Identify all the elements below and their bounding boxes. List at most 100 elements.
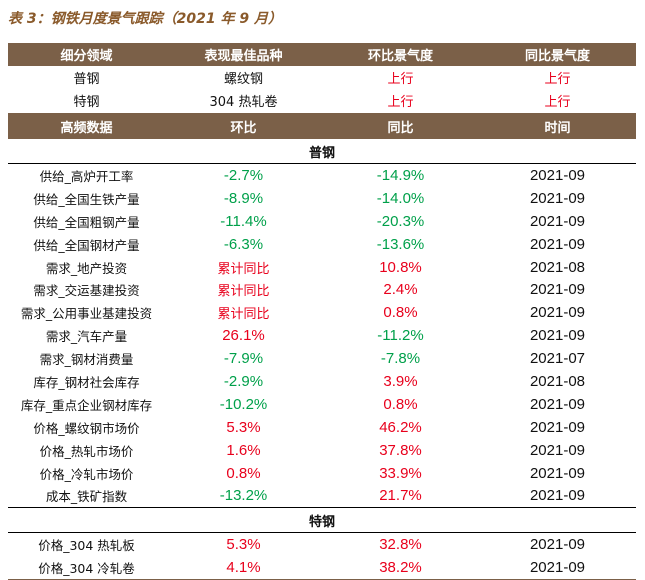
- mom-value-cell: 累计同比: [217, 284, 270, 300]
- column-header: 同比景气度: [479, 43, 636, 66]
- column-header: 高频数据: [8, 113, 165, 139]
- yoy-value-cell: 10.8%: [379, 258, 422, 276]
- mom-value-cell: 4.1%: [165, 556, 322, 580]
- indicator-cell: 需求_交运基建投资: [33, 283, 140, 299]
- indicator-cell: 库存_重点企业钢材库存: [20, 397, 153, 413]
- table-row: 需求_钢材消费量 -7.9% -7.8% 2021-07: [8, 347, 636, 370]
- date-cell: 2021-09: [529, 304, 586, 322]
- table-row: 价格_304 热轧板 5.3% 32.8% 2021-09: [8, 533, 636, 556]
- date-cell: 2021-09: [529, 487, 586, 505]
- yoy-value-cell: 37.8%: [379, 441, 422, 459]
- indicator-cell: 库存_钢材社会库存: [33, 374, 140, 390]
- table-row: 库存_重点企业钢材库存 -10.2% 0.8% 2021-09: [8, 393, 636, 416]
- yoy-value-cell: 0.8%: [383, 304, 418, 322]
- mom-value-cell: -8.9%: [223, 189, 264, 207]
- yoy-value-cell: 46.2%: [379, 418, 422, 436]
- table-row: 需求_交运基建投资 累计同比 2.4% 2021-09: [8, 278, 636, 301]
- table-row: 需求_汽车产量 26.1% -11.2% 2021-09: [8, 324, 636, 347]
- indicator-cell: 供给_全国粗钢产量: [33, 214, 140, 230]
- mom-value-cell: 0.8%: [226, 464, 261, 482]
- table-row: 价格_螺纹钢市场价 5.3% 46.2% 2021-09: [8, 416, 636, 439]
- indicator-cell: 需求_公用事业基建投资: [20, 306, 153, 322]
- yoy-value-cell: -14.9%: [376, 166, 425, 184]
- yoy-value-cell: -11.2%: [377, 327, 424, 345]
- column-header: 表现最佳品种: [165, 43, 322, 66]
- indicator-cell: 供给_高炉开工率: [39, 168, 134, 184]
- date-cell: 2021-09: [479, 556, 636, 580]
- date-cell: 2021-09: [529, 536, 586, 554]
- yoy-value-cell: -14.0%: [376, 189, 425, 207]
- indicator-cell: 价格_冷轧市场价: [39, 466, 134, 482]
- date-cell: 2021-07: [529, 350, 586, 368]
- mom-trend-cell: 上行: [387, 72, 414, 88]
- section-header-row: 特钢: [8, 507, 636, 534]
- mom-value-cell: -2.9%: [223, 372, 264, 390]
- table-row: 价格_304 冷轧卷 4.1% 38.2% 2021-09: [8, 556, 636, 580]
- yoy-value-cell: -20.3%: [376, 212, 425, 230]
- mom-value-cell: 累计同比: [217, 307, 270, 323]
- yoy-value-cell: 38.2%: [322, 556, 479, 580]
- yoy-value-cell: -7.8%: [380, 350, 421, 368]
- indicator-cell: 需求_钢材消费量: [39, 352, 134, 368]
- indicator-cell: 供给_全国钢材产量: [33, 237, 140, 253]
- mom-value-cell: 1.6%: [226, 441, 261, 459]
- date-cell: 2021-09: [529, 166, 586, 184]
- mom-value-cell: 5.3%: [226, 536, 261, 554]
- sector-cell: 普钢: [73, 72, 100, 88]
- yoy-value-cell: 0.8%: [383, 395, 418, 413]
- yoy-trend-cell: 上行: [544, 72, 571, 88]
- table-row: 价格_热轧市场价 1.6% 37.8% 2021-09: [8, 439, 636, 462]
- date-cell: 2021-08: [529, 372, 586, 390]
- table-row: 供给_高炉开工率 -2.7% -14.9% 2021-09: [8, 164, 636, 187]
- summary-row: 特钢 304 热轧卷 上行 上行: [8, 89, 636, 112]
- mom-value-cell: 26.1%: [222, 327, 265, 345]
- section-title: 特钢: [8, 507, 636, 534]
- best-variety-cell: 304 热轧卷: [209, 95, 278, 110]
- indicator-cell: 价格_热轧市场价: [39, 443, 134, 459]
- table-row: 需求_地产投资 累计同比 10.8% 2021-08: [8, 256, 636, 279]
- column-header: 细分领域: [8, 43, 165, 66]
- yoy-value-cell: 32.8%: [379, 536, 422, 554]
- yoy-value-cell: 33.9%: [379, 464, 422, 482]
- detail-header-row: 高频数据 环比 同比 时间: [8, 113, 636, 139]
- indicator-cell: 价格_304 热轧板: [38, 538, 135, 554]
- table-row: 供给_全国粗钢产量 -11.4% -20.3% 2021-09: [8, 210, 636, 233]
- column-header: 同比: [322, 113, 479, 139]
- mom-value-cell: -6.3%: [223, 235, 264, 253]
- date-cell: 2021-09: [529, 281, 586, 299]
- date-cell: 2021-09: [529, 441, 586, 459]
- mom-value-cell: -2.7%: [223, 166, 264, 184]
- summary-table: 细分领域 表现最佳品种 环比景气度 同比景气度 普钢 螺纹钢 上行 上行 特钢 …: [8, 43, 636, 112]
- mom-value-cell: 5.3%: [226, 418, 261, 436]
- table-title: 表 3：钢铁月度景气跟踪（2021 年 9 月）: [8, 11, 282, 27]
- column-header: 环比: [165, 113, 322, 139]
- indicator-cell: 成本_铁矿指数: [45, 489, 128, 505]
- mom-trend-cell: 上行: [387, 95, 414, 110]
- yoy-trend-cell: 上行: [544, 95, 571, 110]
- section-header-row: 普钢: [8, 139, 636, 164]
- date-cell: 2021-08: [529, 258, 586, 276]
- sector-cell: 特钢: [73, 95, 100, 110]
- indicator-cell: 价格_304 冷轧卷: [8, 556, 165, 580]
- table-row: 需求_公用事业基建投资 累计同比 0.8% 2021-09: [8, 301, 636, 324]
- summary-row: 普钢 螺纹钢 上行 上行: [8, 66, 636, 89]
- indicator-cell: 供给_全国生铁产量: [33, 191, 140, 207]
- indicator-cell: 需求_汽车产量: [45, 329, 128, 345]
- yoy-value-cell: -13.6%: [376, 235, 425, 253]
- date-cell: 2021-09: [529, 327, 586, 345]
- date-cell: 2021-09: [529, 235, 586, 253]
- column-header: 时间: [479, 113, 636, 139]
- table-row: 价格_冷轧市场价 0.8% 33.9% 2021-09: [8, 462, 636, 485]
- mom-value-cell: -13.2%: [219, 487, 268, 505]
- yoy-value-cell: 2.4%: [383, 281, 418, 299]
- mom-value-cell: -11.4%: [220, 212, 267, 230]
- table-row: 供给_全国生铁产量 -8.9% -14.0% 2021-09: [8, 187, 636, 210]
- date-cell: 2021-09: [529, 189, 586, 207]
- summary-header-row: 细分领域 表现最佳品种 环比景气度 同比景气度: [8, 43, 636, 66]
- indicator-cell: 需求_地产投资: [45, 260, 128, 276]
- section-title: 普钢: [8, 139, 636, 164]
- date-cell: 2021-09: [529, 395, 586, 413]
- best-variety-cell: 螺纹钢: [223, 72, 263, 88]
- yoy-value-cell: 3.9%: [383, 372, 418, 390]
- yoy-value-cell: 21.7%: [379, 487, 422, 505]
